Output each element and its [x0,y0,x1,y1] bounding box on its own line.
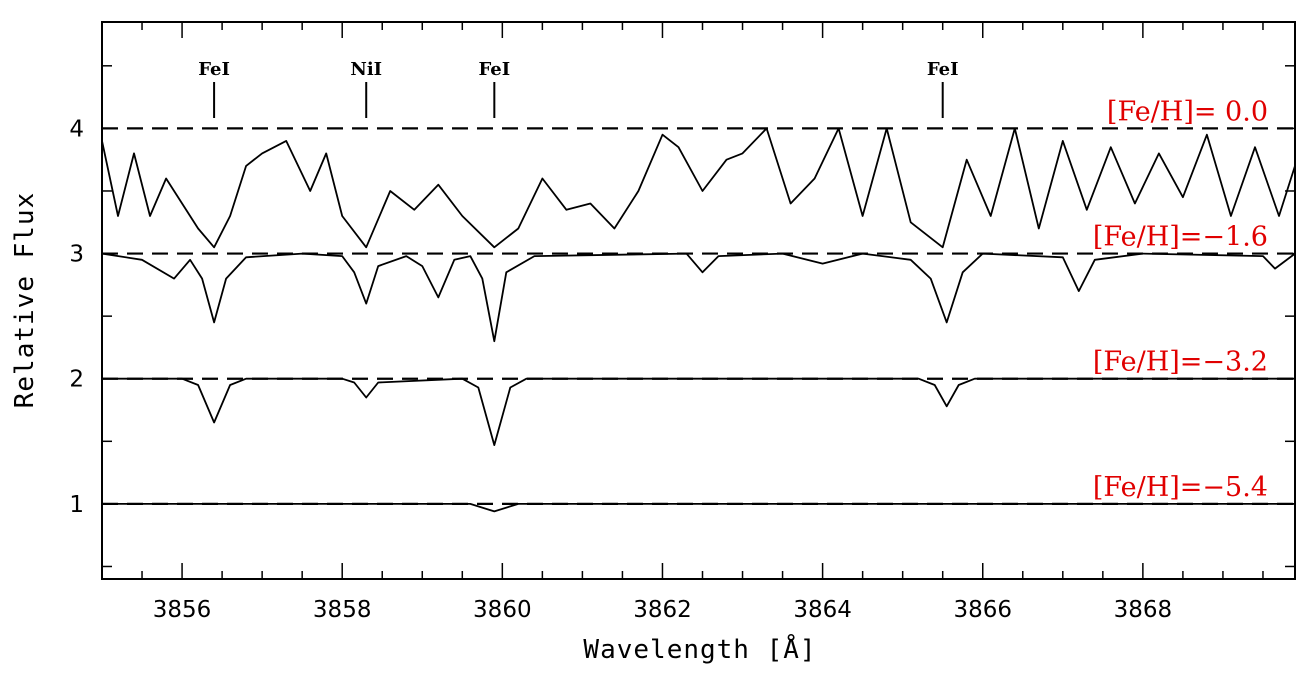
y-tick-label: 3 [69,242,84,268]
line-id-label: FeI [198,59,230,80]
x-tick-label: 3856 [153,597,212,623]
series-labels: [Fe/H]= 0.0 [Fe/H]=−1.6 [Fe/H]=−3.2 [Fe/H]=… [1093,96,1268,503]
x-tick-label: 3864 [793,597,852,623]
spectrum-series [102,377,1295,447]
spectrum-series [101,252,1296,343]
axis-ticks [101,22,1295,579]
y-tick-label: 2 [69,367,84,393]
line-id-label: FeI [927,59,959,80]
x-axis-title: Wavelength [Å] [583,633,816,665]
spectrum-series [101,127,1296,249]
x-tick-label: 3858 [313,597,372,623]
line-id-label: FeI [478,59,510,80]
x-tick-label: 3866 [953,597,1012,623]
line-identifications: FeI NiI FeI FeI [198,59,959,118]
y-tick-label: 1 [69,492,84,518]
plot-border [101,21,1296,580]
y-axis-title: Relative Flux [10,192,40,409]
spectrum-series [102,502,1295,513]
y-tick-label: 4 [69,116,84,142]
plot-frame [101,21,1296,580]
x-tick-label: 3862 [633,597,692,623]
spectra [101,127,1296,513]
x-tick-label: 3860 [473,597,532,623]
axis-tick-labels: 3856 3858 3860 3862 3864 3866 3868 1 2 3 4 [69,116,1172,623]
series-label: [Fe/H]=−1.6 [1093,222,1268,253]
series-label: [Fe/H]=−3.2 [1093,347,1268,378]
x-tick-label: 3868 [1114,597,1173,623]
line-id-label: NiI [350,59,382,80]
series-label: [Fe/H]= 0.0 [1107,96,1268,127]
series-label: [Fe/H]=−5.4 [1093,472,1268,503]
